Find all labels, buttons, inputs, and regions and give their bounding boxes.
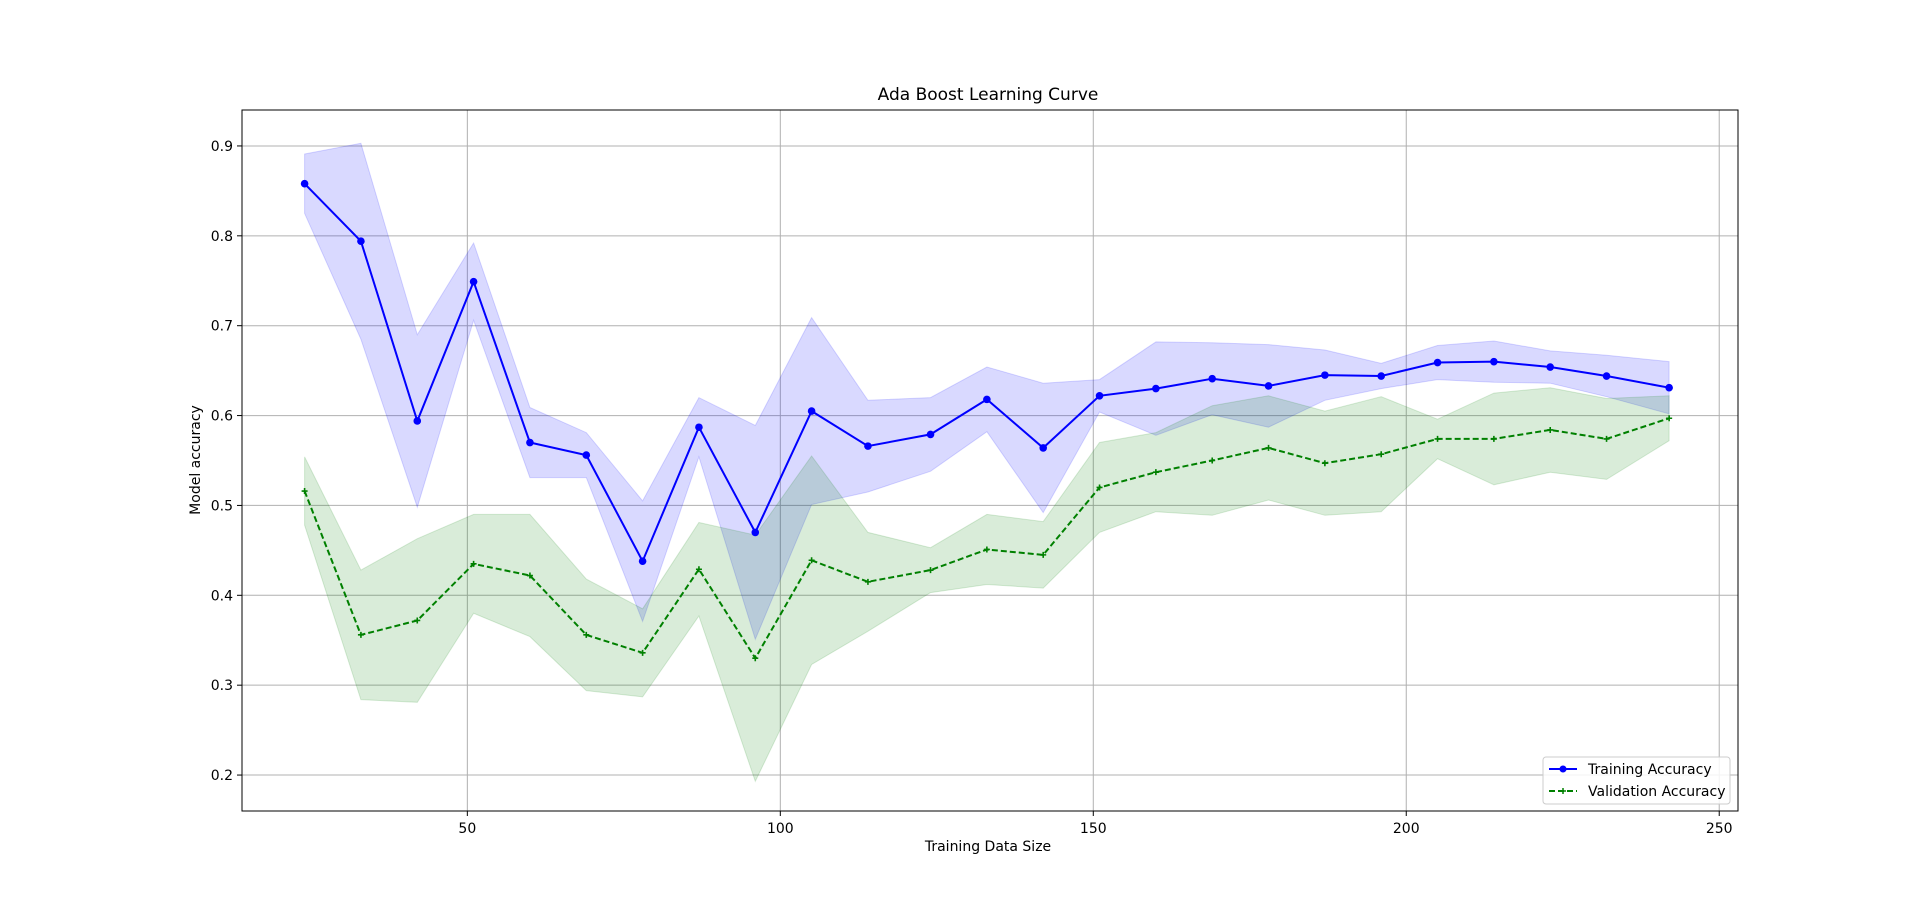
point-training: [983, 395, 991, 404]
band-validation: [304, 387, 1670, 783]
point-training: [695, 423, 703, 432]
point-validation: [301, 488, 308, 495]
point-training: [1264, 382, 1273, 390]
point-training: [926, 430, 935, 439]
y-axis-label: Model accuracy: [188, 405, 204, 515]
point-validation: [639, 649, 646, 656]
legend-marker-validation: [1560, 788, 1566, 794]
y-tick-label: 0.6: [211, 409, 233, 425]
point-validation: [1321, 460, 1328, 467]
point-training: [1490, 357, 1498, 366]
grid: [242, 110, 1738, 811]
point-training: [1546, 363, 1555, 371]
point-training: [1602, 372, 1611, 380]
x-axis-ticks: 50 100 150 200 250: [458, 811, 1733, 837]
y-tick-label: 0.4: [211, 588, 233, 604]
point-validation: [583, 631, 590, 638]
y-tick-label: 0.2: [211, 768, 233, 784]
y-tick-label: 0.7: [211, 319, 233, 335]
legend-marker-training: [1559, 765, 1567, 773]
point-validation: [1152, 469, 1159, 476]
point-validation: [1265, 444, 1272, 451]
point-training: [751, 528, 760, 537]
y-axis-ticks: 0.2 0.3 0.4 0.5 0.6 0.7 0.8 0.9: [211, 139, 242, 784]
point-training: [638, 557, 647, 565]
point-training: [300, 179, 309, 188]
legend: Training Accuracy Validation Accuracy: [1542, 756, 1731, 805]
x-tick-label: 200: [1393, 821, 1420, 837]
point-training: [1039, 444, 1048, 452]
point-validation: [1096, 484, 1103, 491]
point-training: [582, 451, 591, 459]
point-validation: [864, 578, 871, 585]
y-tick-label: 0.3: [211, 678, 233, 694]
point-validation: [1547, 426, 1554, 433]
point-training: [864, 442, 872, 450]
point-validation: [1209, 457, 1216, 464]
point-validation: [414, 617, 421, 624]
y-tick-label: 0.8: [211, 229, 233, 245]
x-tick-label: 150: [1080, 821, 1107, 837]
legend-label-validation: Validation Accuracy: [1588, 784, 1726, 800]
point-training: [1152, 384, 1160, 393]
point-validation: [526, 572, 533, 579]
point-training: [357, 237, 365, 246]
point-training: [1321, 371, 1329, 379]
x-tick-label: 50: [458, 821, 476, 837]
x-tick-label: 250: [1706, 821, 1733, 837]
y-tick-label: 0.9: [211, 139, 233, 155]
x-tick-label: 100: [767, 821, 794, 837]
plot-frame: [241, 109, 1739, 812]
point-training: [1433, 358, 1442, 367]
point-validation: [983, 546, 990, 553]
legend-box: [1542, 756, 1731, 805]
band-training: [304, 142, 1670, 641]
point-validation: [752, 655, 759, 662]
point-training: [1095, 391, 1104, 400]
point-training: [526, 438, 534, 447]
point-validation: [1040, 551, 1047, 558]
point-training: [1208, 374, 1217, 383]
point-training: [1665, 383, 1673, 392]
point-validation: [808, 557, 815, 564]
chart-title: Ada Boost Learning Curve: [878, 85, 1099, 105]
legend-label-training: Training Accuracy: [1587, 762, 1712, 778]
confidence-bands: [304, 142, 1670, 783]
point-validation: [1490, 435, 1497, 442]
point-validation: [357, 631, 364, 638]
point-training: [807, 407, 816, 415]
point-validation: [1434, 435, 1441, 442]
point-training: [413, 417, 422, 425]
point-validation: [927, 567, 934, 574]
point-validation: [470, 560, 477, 567]
y-tick-label: 0.5: [211, 498, 233, 514]
point-validation: [1666, 415, 1673, 422]
point-validation: [1378, 451, 1385, 458]
point-training: [1377, 372, 1386, 380]
point-validation: [695, 566, 702, 573]
x-axis-label: Training Data Size: [924, 839, 1051, 855]
point-validation: [1603, 435, 1610, 442]
point-training: [469, 277, 478, 286]
series-markers: [300, 179, 1673, 662]
